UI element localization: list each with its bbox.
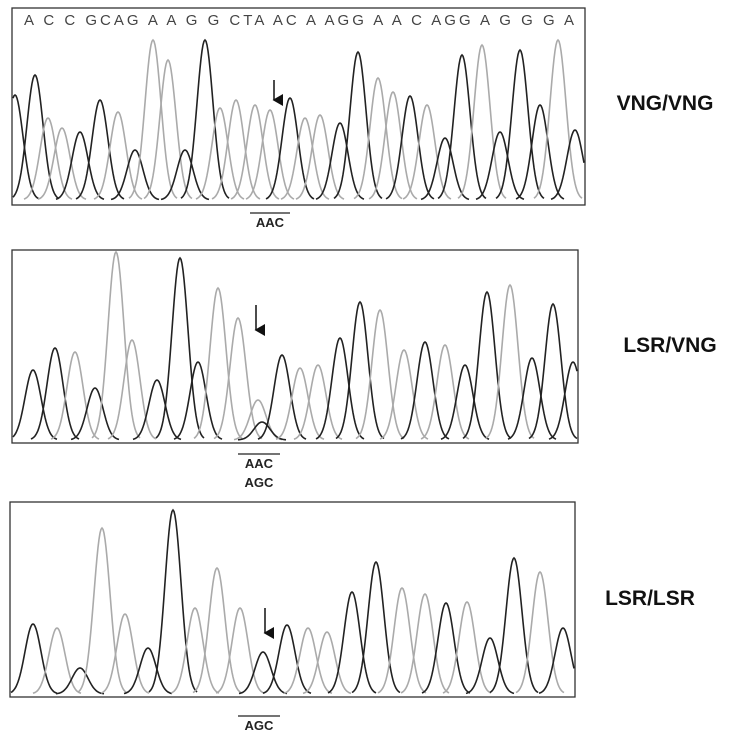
trace-peak (378, 588, 426, 693)
trace-peak (171, 608, 219, 693)
genotype-label: VNG/VNG (617, 92, 714, 115)
trace-peak (516, 572, 564, 693)
trace-peak (156, 258, 204, 438)
codon: AGC (245, 475, 275, 490)
panel: LSR/VNG AAC AGC (12, 250, 717, 490)
trace-peak (438, 55, 486, 198)
figure: A C C GCAG A A G G CTA AC A AGG A A C AG… (0, 0, 744, 744)
trace-peak (13, 95, 39, 199)
trace-peak (78, 528, 126, 692)
trace-peak (539, 628, 574, 693)
trace-peak (380, 350, 428, 439)
panel-frame (12, 8, 585, 205)
trace-peak (421, 345, 469, 439)
trace-peak (101, 614, 149, 693)
trace-peak (108, 340, 156, 439)
codon: AAC (245, 456, 274, 471)
trace-peak (239, 652, 287, 694)
trace-peak (92, 252, 140, 438)
trace-peak (33, 628, 81, 693)
trace-peak (303, 632, 351, 693)
trace-peak (316, 338, 364, 439)
trace-peak (356, 310, 404, 439)
trace-peak (56, 132, 104, 199)
trace-peak (51, 352, 99, 439)
trace-peak (214, 318, 262, 439)
trace-peak (369, 92, 417, 199)
trace-peak (496, 50, 544, 198)
trace-peak (181, 40, 229, 198)
genotype-label: LSR/LSR (605, 587, 695, 610)
panel: A C C GCAG A A G G CTA AC A AGG A A C AG… (12, 8, 713, 230)
trace-peak (466, 638, 514, 693)
panel: LSR/LSR AGC (10, 502, 695, 733)
trace-peak (508, 358, 556, 439)
trace-peak (486, 285, 534, 438)
trace-peak (13, 75, 59, 199)
trace-peak (401, 594, 449, 693)
trace-peak (294, 365, 342, 439)
trace-peak (71, 388, 119, 439)
panel-frame (10, 502, 575, 697)
trace-peak (403, 105, 451, 199)
trace-peak (284, 628, 332, 693)
trace-peak (276, 368, 324, 439)
trace-peak (216, 608, 264, 693)
trace-peak (124, 648, 172, 694)
trace-peak (144, 60, 192, 198)
trace-peak (13, 370, 57, 439)
codon: AGC (245, 718, 275, 733)
genotype-label: LSR/VNG (623, 334, 716, 357)
trace-peak (534, 40, 582, 198)
trace-peak (463, 292, 511, 438)
trace-peak (11, 624, 57, 693)
trace-peak (194, 288, 242, 438)
codon: AAC (256, 215, 285, 230)
trace-peak (401, 342, 449, 439)
trace-peak (441, 365, 489, 439)
sequence: A C C GCAG A A G G CTA AC A AGG A A C AG… (24, 12, 574, 29)
trace-peak (258, 355, 306, 439)
trace-peak (133, 380, 181, 439)
trace-peak (212, 100, 260, 199)
